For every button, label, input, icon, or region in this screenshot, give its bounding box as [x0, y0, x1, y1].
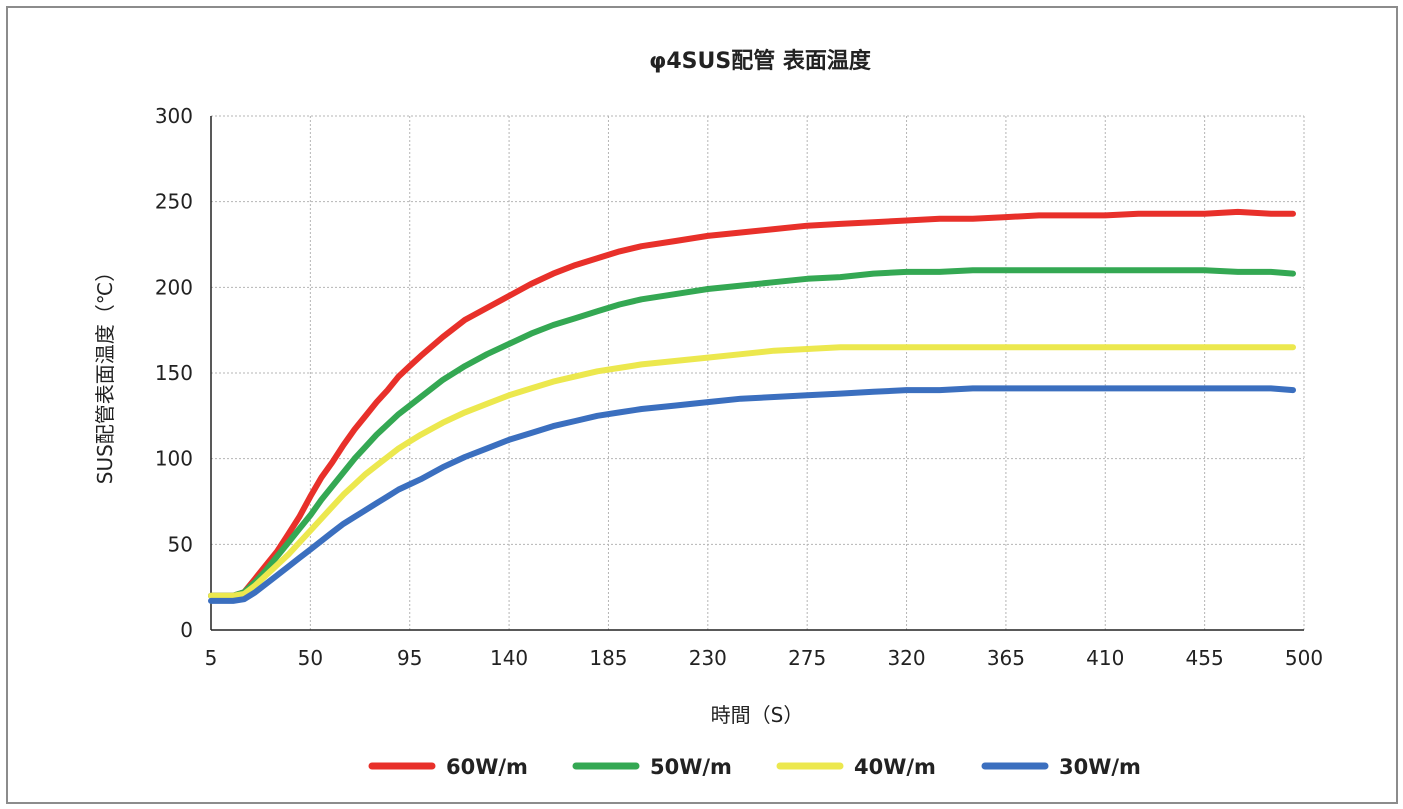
series-line-40wm	[208, 344, 1296, 599]
x-tick-label: 410	[1086, 646, 1124, 670]
y-axis-label: SUS配管表面温度（℃）	[93, 262, 117, 485]
series-lines	[208, 208, 1296, 604]
legend-label: 50W/m	[650, 755, 732, 779]
x-tick-label: 365	[987, 646, 1025, 670]
series-line-30wm	[208, 385, 1296, 604]
x-tick-label: 95	[397, 646, 422, 670]
x-tick-label: 5	[205, 646, 218, 670]
chart-title: φ4SUS配管 表面温度	[649, 48, 872, 74]
y-tick-label: 150	[155, 361, 193, 385]
axes	[210, 116, 1304, 631]
y-tick-label: 0	[180, 618, 193, 642]
x-tick-label: 185	[589, 646, 627, 670]
x-tick-label: 140	[490, 646, 528, 670]
x-tick-label: 230	[689, 646, 727, 670]
legend-label: 30W/m	[1059, 755, 1141, 779]
legend-label: 40W/m	[854, 755, 936, 779]
y-tick-label: 250	[155, 190, 193, 214]
x-tick-label: 455	[1186, 646, 1224, 670]
x-tick-label: 320	[887, 646, 925, 670]
x-tick-label: 275	[788, 646, 826, 670]
x-tick-labels: 5 50 95 140 185 230 275 320 365 410 455 500	[205, 646, 1323, 670]
y-tick-label: 50	[168, 532, 193, 556]
legend-label: 60W/m	[446, 755, 528, 779]
x-tick-label: 50	[298, 646, 323, 670]
grid-lines	[210, 115, 1305, 631]
legend: 60W/m 50W/m 40W/m 30W/m	[368, 755, 1141, 779]
series-line-50wm	[208, 267, 1296, 599]
series-line-60wm	[208, 208, 1296, 599]
y-tick-label: 200	[155, 275, 193, 299]
y-tick-label: 300	[155, 104, 193, 128]
y-tick-label: 100	[155, 447, 193, 471]
x-tick-label: 500	[1285, 646, 1323, 670]
x-axis-label: 時間（S）	[711, 703, 804, 727]
y-tick-labels: 0 50 100 150 200 250 300	[155, 104, 193, 642]
